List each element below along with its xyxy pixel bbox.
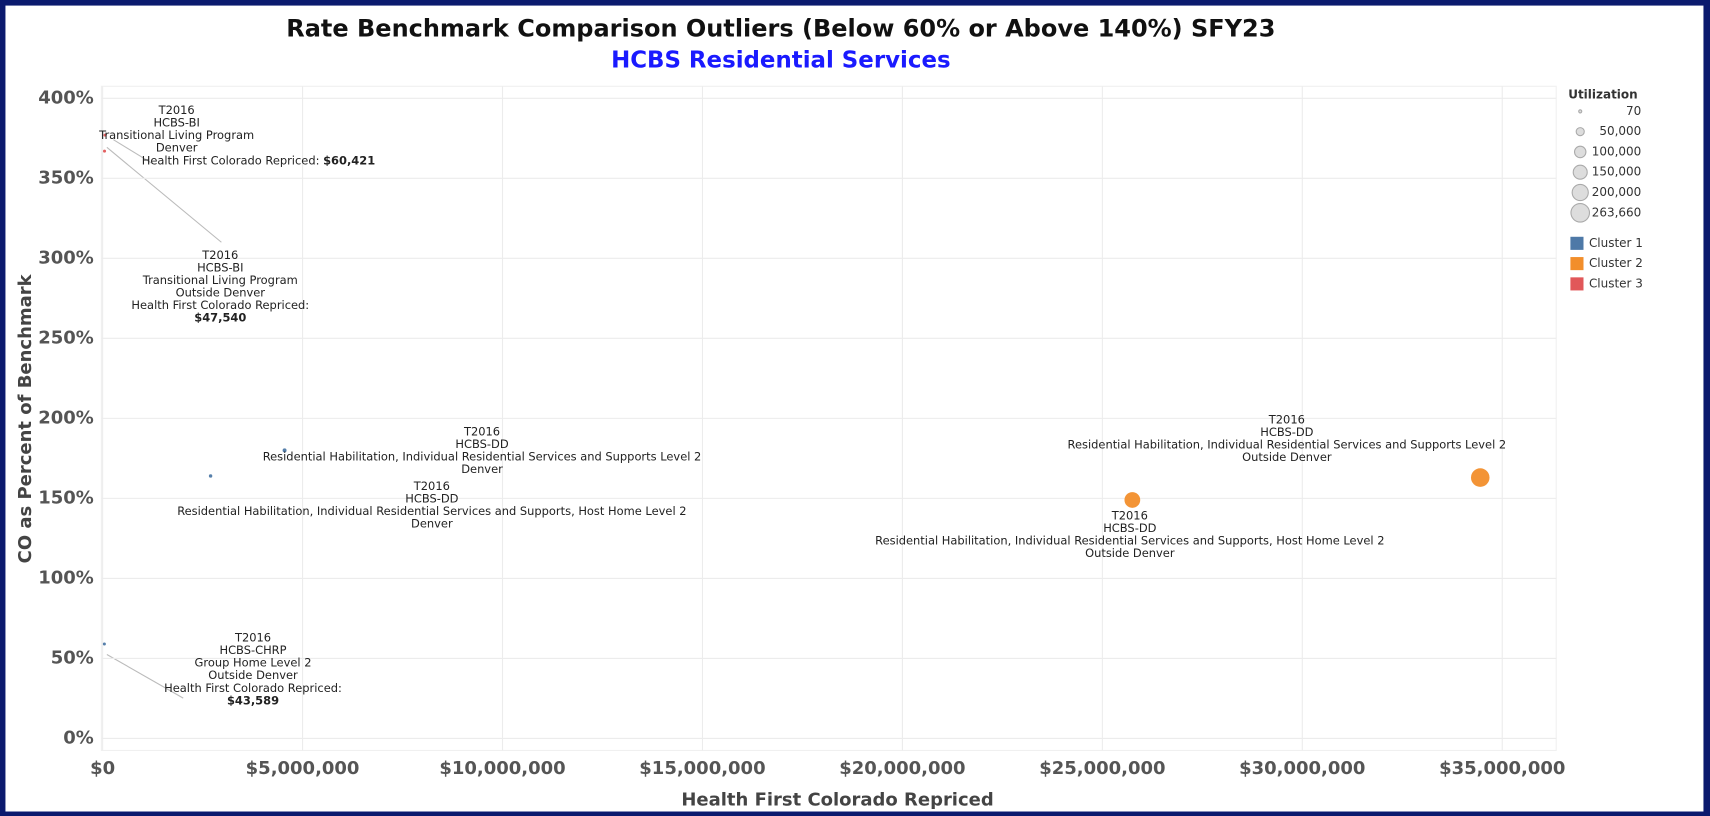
annotation-line: Residential Habilitation, Individual Res… [263,450,702,464]
y-tick-label: 300% [38,247,94,268]
size-legend-label: 100,000 [1592,144,1642,158]
x-tick-label: $15,000,000 [639,758,765,779]
annotation-line: HCBS-DD [455,437,508,451]
bubble [102,642,106,646]
annotation-amount: $47,540 [194,311,246,325]
annotation-amount: $60,421 [323,153,375,167]
y-tick-label: 400% [38,87,94,108]
annotation-leaders [106,139,222,699]
legend-swatch [1570,236,1584,250]
size-legend-title: Utilization [1568,88,1637,102]
y-tick-label: 50% [51,647,94,668]
bubble [103,133,107,137]
annotation-line: Outside Denver [1085,546,1175,560]
annotation-line: Health First Colorado Repriced: [131,298,309,312]
x-tick-label: $35,000,000 [1439,758,1565,779]
annotation-line: T2016 [234,631,271,645]
x-tick-label: $20,000,000 [839,758,965,779]
annotation-amount: $43,589 [227,693,279,707]
leader-line [113,139,153,165]
annotation-line: T2016 [201,248,238,262]
size-legend-label: 50,000 [1599,124,1641,138]
size-legend-mark [1578,109,1583,114]
legend-label: Cluster 3 [1589,276,1643,290]
annotation-text: Health First Colorado Repriced: [142,153,320,167]
y-tick-label: 200% [38,407,94,428]
annotation-line: HCBS-BI [153,115,199,129]
x-axis-label: Health First Colorado Repriced [681,790,993,811]
annotation-line: Outside Denver [176,285,266,299]
annotation-line: T2016 [463,424,500,438]
annotation-line: HCBS-BI [197,260,243,274]
annotation-line: Denver [461,462,503,476]
chart-subtitle: HCBS Residential Services [611,48,951,74]
annotation-line: T2016 [1111,508,1148,522]
size-legend-mark [1573,145,1587,159]
annotation-line: HCBS-CHRP [219,643,286,657]
x-tick-label: $0 [90,758,115,779]
y-tick-label: 250% [38,327,94,348]
annotation-line: Outside Denver [208,668,298,682]
bubble [282,448,287,453]
size-legend-mark [1570,202,1591,223]
y-tick-label: 350% [38,167,94,188]
annotation-line: HCBS-DD [1260,425,1313,439]
annotation-line: Health First Colorado Repriced: [164,681,342,695]
annotation-line: Health First Colorado Repriced: $60,421 [142,153,375,167]
y-tick-label: 0% [63,727,94,748]
bubble [208,474,213,478]
size-legend-label: 150,000 [1592,165,1642,179]
canvas [5,5,1704,812]
y-axis-label: CO as Percent of Benchmark [15,273,36,563]
leader-line [106,146,222,243]
annotation-line: Residential Habilitation, Individual Res… [875,534,1384,548]
bubble [1470,468,1490,487]
x-tick-label: $30,000,000 [1239,758,1365,779]
leader-line [106,653,184,699]
bubble [1124,492,1141,508]
annotation-line: T2016 [413,479,450,493]
size-legend-label: 70 [1626,104,1641,118]
annotation-line: Transitional Living Program [142,273,298,287]
size-legend-mark [1571,183,1589,202]
annotation-line: T2016 [158,103,195,117]
legend-swatch [1570,277,1584,291]
chart-title: Rate Benchmark Comparison Outliers (Belo… [286,15,1275,43]
x-tick-label: $10,000,000 [439,758,565,779]
annotation-line: Denver [156,140,198,154]
y-tick-label: 100% [38,567,94,588]
annotation-line: Denver [411,517,453,531]
annotation-line: Outside Denver [1242,450,1332,464]
size-legend-mark [1575,127,1585,137]
annotation-line: HCBS-DD [405,492,458,506]
y-tick-label: 150% [38,487,94,508]
annotation-line: Group Home Level 2 [195,656,312,670]
annotation-line: HCBS-DD [1103,521,1156,535]
size-legend-mark [1572,164,1588,180]
annotation-line: T2016 [1268,412,1305,426]
size-legend-label: 200,000 [1592,185,1642,199]
legend-label: Cluster 1 [1589,236,1643,250]
annotation-line: Residential Habilitation, Individual Res… [1068,438,1507,452]
x-tick-label: $25,000,000 [1039,758,1165,779]
legend-swatch [1570,257,1584,271]
annotation-line: Residential Habilitation, Individual Res… [177,504,686,518]
bubble [102,149,107,153]
x-tick-label: $5,000,000 [246,758,360,779]
legend-label: Cluster 2 [1589,256,1643,270]
size-legend-label: 263,660 [1592,205,1642,219]
annotation-line: Transitional Living Program [98,128,254,142]
